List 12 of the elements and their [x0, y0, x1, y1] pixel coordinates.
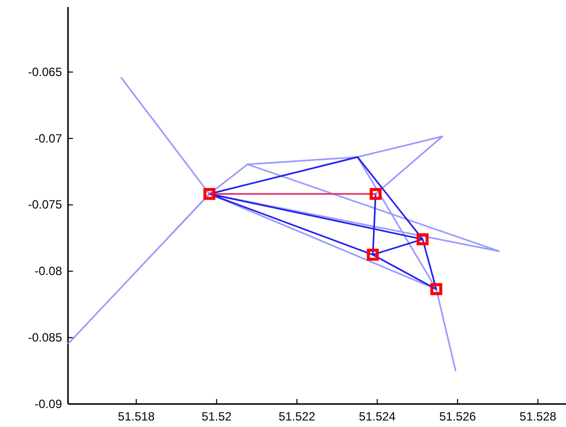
y-tick-label: -0.065 [28, 64, 62, 79]
y-tick-label: -0.09 [34, 396, 62, 411]
y-tick-label: -0.08 [34, 264, 62, 278]
x-tick-label: 51.524 [358, 410, 396, 424]
y-tick-label: -0.075 [28, 198, 62, 212]
x-tick-label: 51.52 [202, 410, 232, 424]
x-tick-label: 51.522 [278, 410, 316, 424]
y-tick-label: -0.085 [28, 330, 62, 344]
x-tick-label: 51.526 [439, 410, 476, 424]
x-tick-label: 51.528 [520, 410, 557, 424]
x-tick-label: 51.518 [118, 410, 155, 424]
y-tick-label: -0.07 [34, 131, 62, 146]
